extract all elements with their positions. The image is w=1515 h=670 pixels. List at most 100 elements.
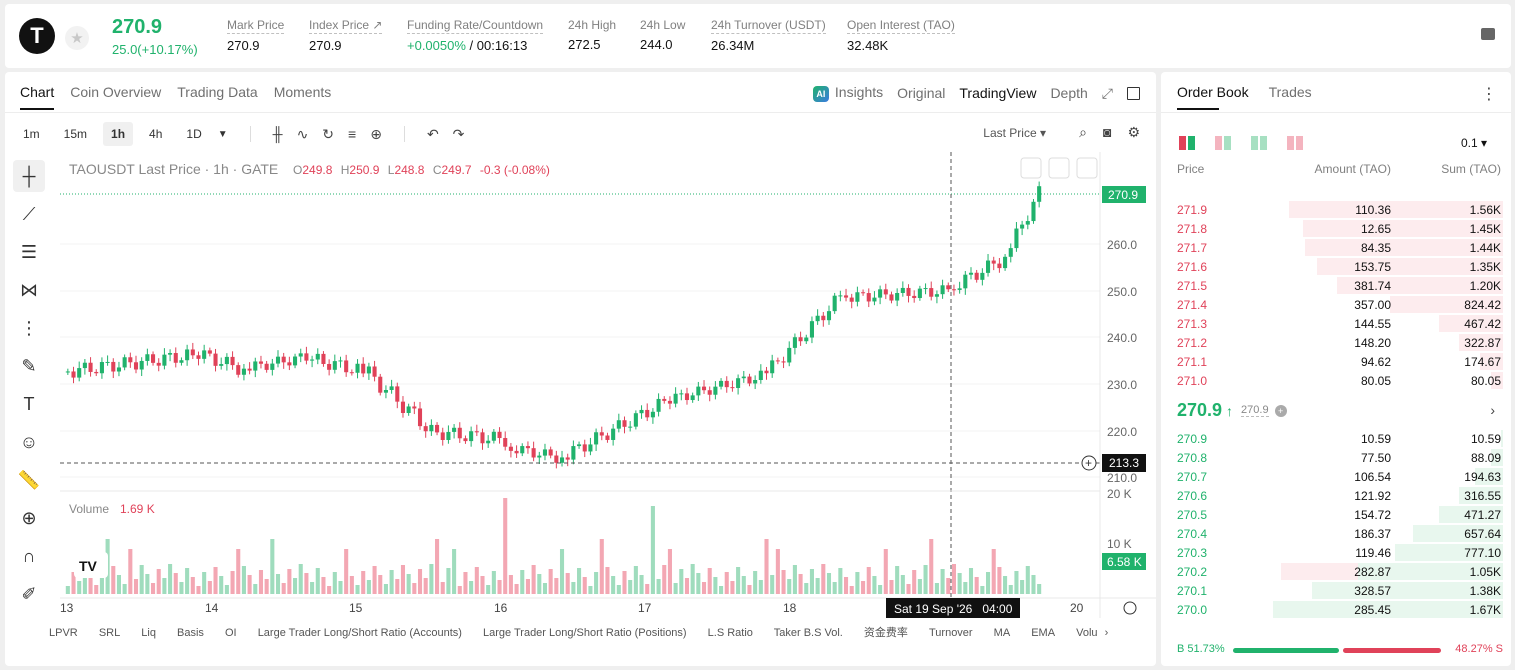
tab-original[interactable]: Original (897, 85, 946, 101)
stat-24h-turnover[interactable]: 24h Turnover (USDT) 26.34M (711, 18, 826, 53)
trendline-icon[interactable]: ⟋ (22, 203, 36, 224)
timeframe-15m[interactable]: 15m (63, 127, 88, 141)
indicator-lpvr[interactable]: LPVR (49, 627, 78, 639)
add-indicator-icon[interactable]: ⊕ (370, 125, 382, 142)
indicators-icon[interactable]: ∿ (296, 125, 309, 142)
replay-icon[interactable]: ↻ (322, 125, 335, 142)
zoom-in-icon[interactable]: ⊕ (21, 507, 37, 528)
ask-row[interactable]: 271.8 12.65 1.45K (1161, 219, 1511, 238)
candlestick-chart[interactable]: 260.0 250.0 240.0 230.0 220.0 210.0 20 K… (60, 152, 1156, 618)
tab-depth[interactable]: Depth (1050, 85, 1088, 101)
stat-index-price[interactable]: Index Price ↗ 270.9 (309, 18, 383, 53)
emoji-icon[interactable]: ☺ (19, 431, 39, 452)
stat-funding-rate[interactable]: Funding Rate/Countdown +0.0050% / 00:16:… (407, 18, 544, 53)
book-icon[interactable] (1481, 28, 1495, 40)
bid-row[interactable]: 270.8 77.50 88.09 (1161, 448, 1511, 467)
ruler-icon[interactable]: 📏 (17, 469, 41, 490)
bid-row[interactable]: 270.2 282.87 1.05K (1161, 562, 1511, 581)
bid-row[interactable]: 270.5 154.72 471.27 (1161, 505, 1511, 524)
layout-bids-icon[interactable] (1251, 136, 1267, 150)
fib-icon[interactable]: ⋮ (20, 317, 38, 338)
bid-row[interactable]: 270.0 285.45 1.67K (1161, 600, 1511, 619)
ask-row[interactable]: 271.2 148.20 322.87 (1161, 333, 1511, 352)
indicator-liq[interactable]: Liq (141, 627, 156, 639)
ask-row[interactable]: 271.5 381.74 1.20K (1161, 276, 1511, 295)
indicator-ls-ratio[interactable]: L.S Ratio (707, 627, 753, 639)
refresh-icon[interactable] (1076, 157, 1098, 179)
ask-row[interactable]: 271.9 110.36 1.56K (1161, 200, 1511, 219)
pattern-icon[interactable]: ⋈ (20, 279, 38, 300)
bid-row[interactable]: 270.4 186.37 657.64 (1161, 524, 1511, 543)
ask-row[interactable]: 271.1 94.62 174.67 (1161, 352, 1511, 371)
tab-order-book[interactable]: Order Book (1177, 84, 1249, 110)
tab-trading-data[interactable]: Trading Data (177, 84, 258, 100)
layout-asks-icon[interactable] (1287, 136, 1303, 150)
layout-split-icon[interactable] (1215, 136, 1231, 150)
redo-icon[interactable]: ↷ (452, 125, 465, 142)
settings-icon[interactable] (1123, 601, 1137, 615)
camera-icon[interactable]: ◙ (1102, 124, 1112, 140)
bid-row[interactable]: 270.7 106.54 194.63 (1161, 467, 1511, 486)
stat-open-interest[interactable]: Open Interest (TAO) 32.48K (847, 18, 955, 53)
ask-row[interactable]: 271.6 153.75 1.35K (1161, 257, 1511, 276)
bid-row[interactable]: 270.3 119.46 777.10 (1161, 543, 1511, 562)
search-icon[interactable]: ⌕ (1079, 124, 1087, 140)
candles-icon[interactable]: ╫ (272, 126, 283, 142)
ask-row[interactable]: 271.4 357.00 824.42 (1161, 295, 1511, 314)
stat-mark-price[interactable]: Mark Price 270.9 (227, 18, 285, 53)
bid-row[interactable]: 270.9 10.59 10.59 (1161, 429, 1511, 448)
magnet-icon[interactable]: ∩ (22, 545, 36, 566)
tab-insights[interactable]: AI Insights (812, 84, 883, 102)
scroll-down-icon[interactable] (1020, 157, 1042, 179)
price-step-select[interactable]: 0.1 ▾ (1460, 136, 1487, 150)
text-icon[interactable]: T (23, 393, 35, 414)
chevron-right-icon[interactable]: › (1104, 627, 1109, 639)
tab-chart[interactable]: Chart (20, 84, 54, 110)
indicator-funding-rate[interactable]: 资金费率 (863, 627, 908, 639)
candle-body (747, 376, 752, 384)
timeframe-1m[interactable]: 1m (23, 127, 40, 141)
candle-body (895, 292, 900, 301)
indicator-ma[interactable]: MA (993, 627, 1011, 639)
ask-row[interactable]: 271.7 84.35 1.44K (1161, 238, 1511, 257)
favorite-star-icon[interactable]: ★ (65, 26, 89, 50)
undo-icon[interactable]: ↶ (426, 125, 439, 142)
bid-row[interactable]: 270.6 121.92 316.55 (1161, 486, 1511, 505)
timeframe-1h[interactable]: 1h (103, 122, 134, 146)
timeframe-chevron-down-icon[interactable]: ▼ (217, 128, 228, 140)
candle-body (968, 272, 974, 275)
crosshair-icon[interactable]: ┼ (13, 160, 45, 192)
chevron-right-icon[interactable]: › (1490, 402, 1495, 418)
window-icon[interactable] (1127, 86, 1140, 100)
gear-icon[interactable]: ⚙ (1127, 124, 1140, 140)
horizontal-lines-icon[interactable]: ☰ (20, 241, 38, 262)
bid-row[interactable]: 270.1 328.57 1.38K (1161, 581, 1511, 600)
ask-row[interactable]: 271.3 144.55 467.42 (1161, 314, 1511, 333)
add-alert-icon[interactable] (1081, 455, 1097, 471)
indicator-ltlsr-accounts[interactable]: Large Trader Long/Short Ratio (Accounts) (257, 627, 462, 639)
more-icon[interactable]: ⋮ (1481, 86, 1497, 103)
tab-tradingview[interactable]: TradingView (959, 85, 1037, 101)
indicator-ema[interactable]: EMA (1031, 627, 1056, 639)
template-icon[interactable]: ≡ (348, 126, 357, 142)
price-source-select[interactable]: Last Price ▾ (983, 126, 1046, 140)
indicator-turnover[interactable]: Turnover (928, 627, 973, 639)
expand-icon[interactable]: ⤢ (1101, 84, 1113, 101)
collapse-icon[interactable] (1048, 157, 1070, 179)
indicator-oi[interactable]: OI (225, 627, 237, 639)
timeframe-4h[interactable]: 4h (149, 127, 163, 141)
tab-trades[interactable]: Trades (1268, 84, 1312, 100)
indicator-ltlsr-positions[interactable]: Large Trader Long/Short Ratio (Positions… (482, 627, 687, 639)
indicator-basis[interactable]: Basis (177, 627, 204, 639)
candle-body (701, 386, 707, 391)
pencil-icon[interactable]: ✐ (21, 583, 37, 604)
timeframe-1d[interactable]: 1D (186, 127, 202, 141)
tab-coin-overview[interactable]: Coin Overview (70, 84, 162, 100)
indicator-volume[interactable]: Volu (1076, 627, 1098, 639)
tab-moments[interactable]: Moments (273, 84, 332, 100)
ask-row[interactable]: 271.0 80.05 80.05 (1161, 371, 1511, 390)
brush-icon[interactable]: ✎ (21, 355, 37, 376)
indicator-srl[interactable]: SRL (98, 627, 121, 639)
layout-both-icon[interactable] (1179, 136, 1195, 150)
indicator-taker-vol[interactable]: Taker B.S Vol. (773, 627, 843, 639)
